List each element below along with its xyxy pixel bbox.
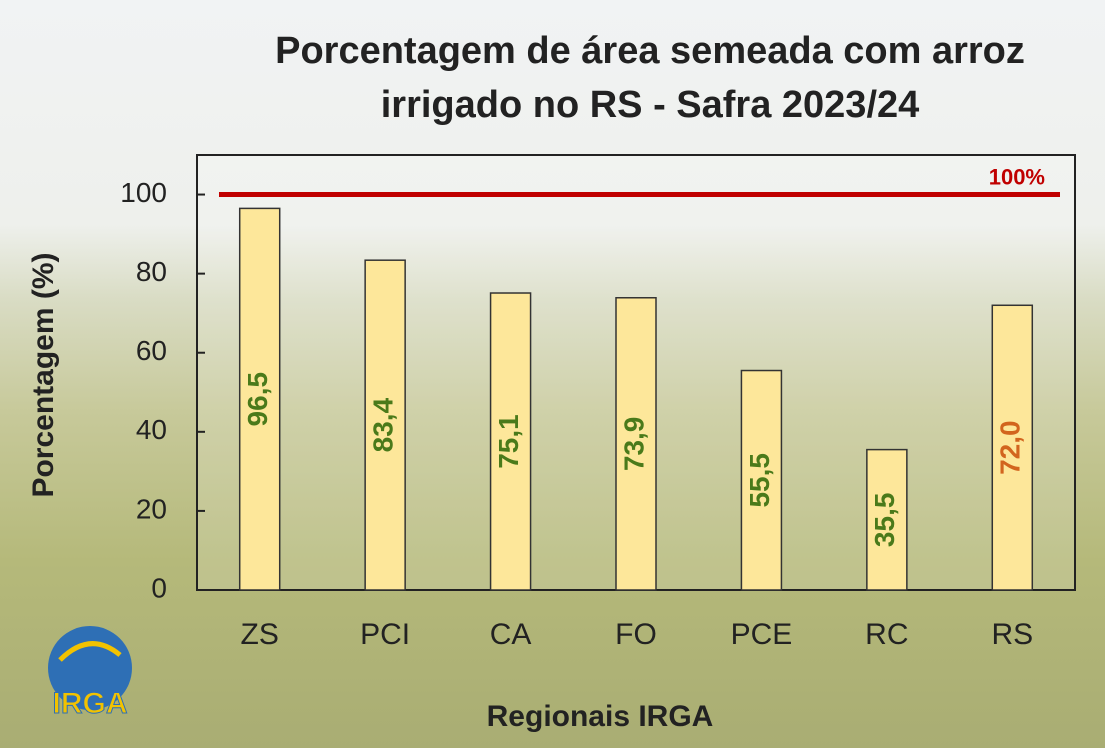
y-tick-label: 100 <box>120 177 167 208</box>
value-label: 55,5 <box>744 453 775 508</box>
value-label: 73,9 <box>618 417 649 472</box>
x-tick-label: FO <box>615 618 657 651</box>
chart-title: Porcentagem de área semeada com arroz ir… <box>230 24 1070 132</box>
x-tick-label: PCE <box>731 618 793 651</box>
x-tick-label: CA <box>490 618 532 651</box>
x-axis-label: Regionais IRGA <box>487 700 714 733</box>
y-tick-label: 40 <box>136 414 167 445</box>
y-tick-label: 60 <box>136 335 167 366</box>
reference-label: 100% <box>989 164 1045 189</box>
value-label: 83,4 <box>368 397 399 452</box>
x-tick-label: RC <box>865 618 908 651</box>
page: Porcentagem (%) Regionais IRGA IRGA 0 20 4… <box>0 0 1105 748</box>
value-label: 96,5 <box>242 372 273 427</box>
logo-text: IRGA <box>53 687 128 720</box>
y-axis-label: Porcentagem (%) <box>27 252 60 497</box>
x-tick-label: ZS <box>241 618 279 651</box>
y-tick-label: 80 <box>136 256 167 287</box>
y-tick-label: 20 <box>136 493 167 524</box>
x-tick-label: RS <box>991 618 1033 651</box>
value-label: 35,5 <box>869 493 900 548</box>
y-tick-label: 0 <box>151 572 167 603</box>
x-tick-label: PCI <box>360 618 410 651</box>
value-label: 72,0 <box>995 420 1026 475</box>
value-label: 75,1 <box>493 414 524 469</box>
